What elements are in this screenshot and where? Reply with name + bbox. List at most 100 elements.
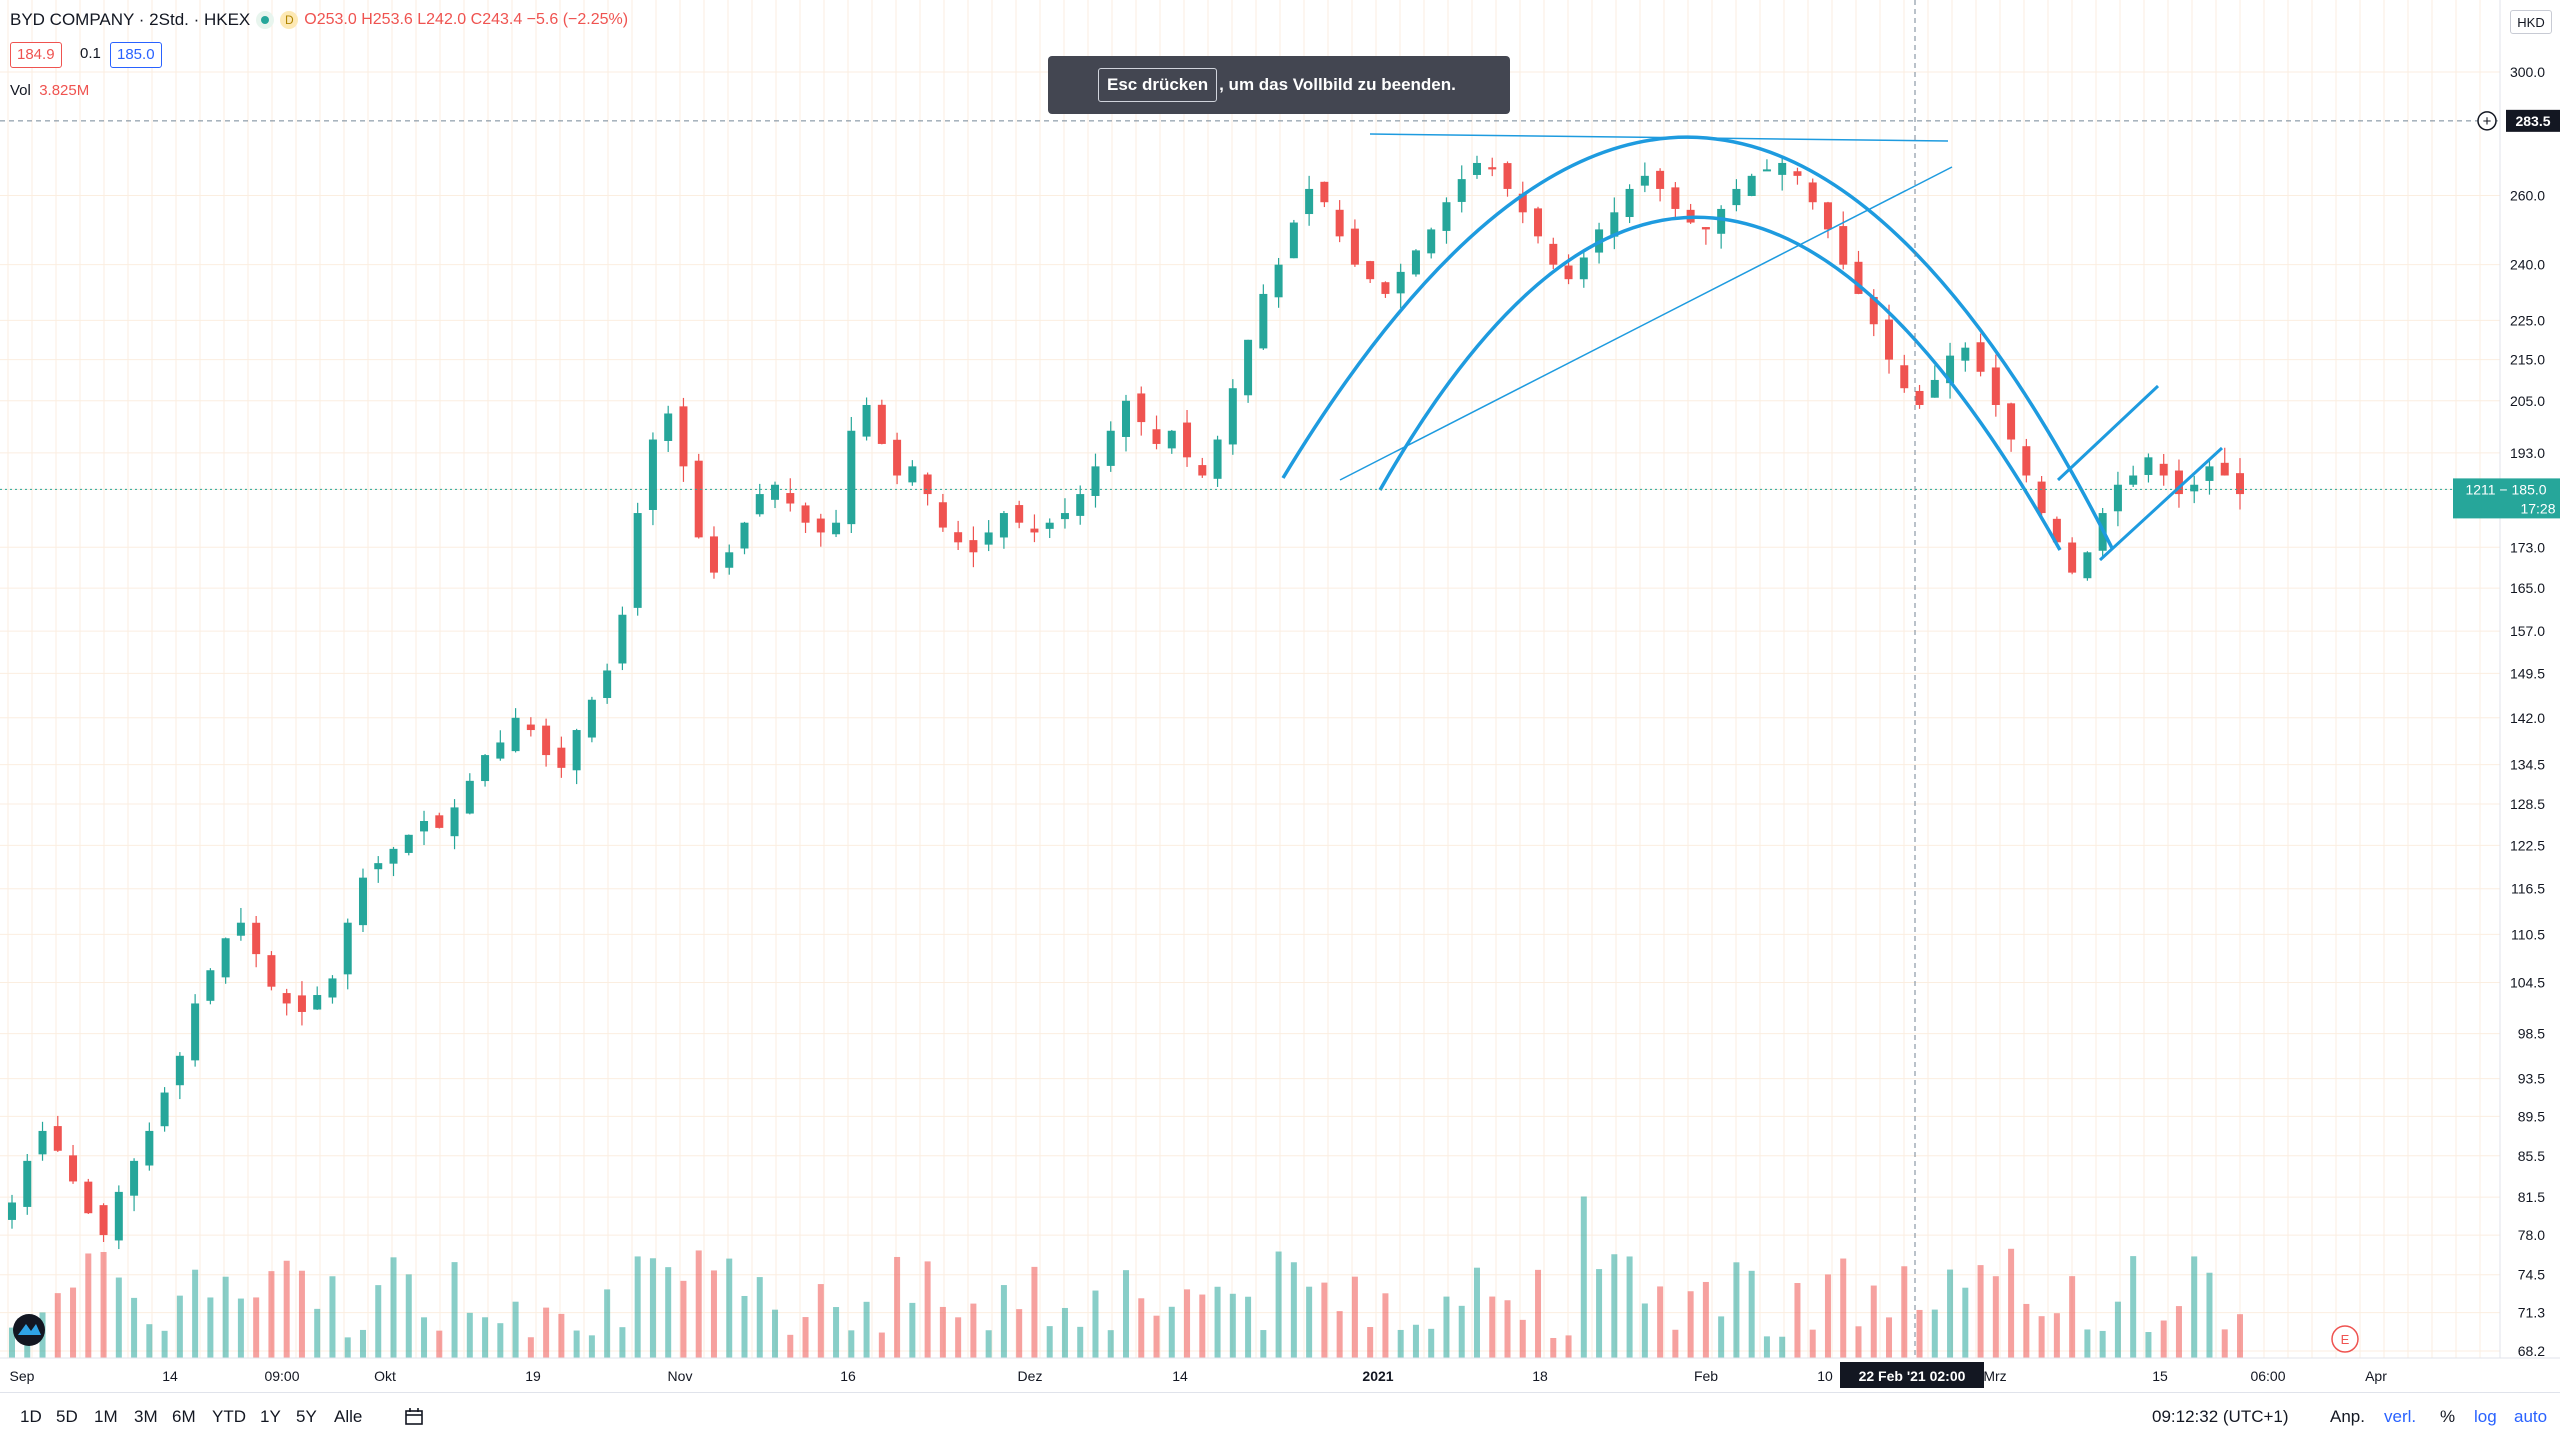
log-toggle[interactable]: log: [2474, 1407, 2497, 1426]
volume-bar: [2206, 1272, 2213, 1358]
earnings-icon-letter[interactable]: E: [2341, 1332, 2350, 1347]
range-3m[interactable]: 3M: [134, 1407, 158, 1426]
range-ytd[interactable]: YTD: [212, 1407, 246, 1426]
interval-badge[interactable]: D: [280, 11, 299, 29]
volume-bar: [1824, 1274, 1831, 1358]
price-tick-label: 104.5: [2510, 975, 2545, 991]
adjust-toggle[interactable]: Anp.: [2330, 1407, 2365, 1426]
goto-date-icon[interactable]: [404, 1407, 426, 1427]
candle-body: [1976, 342, 1985, 372]
volume-bar: [1489, 1296, 1496, 1358]
symbol-title[interactable]: BYD COMPANY · 2Std. · HKEX: [10, 10, 251, 29]
time-tick-label: 09:00: [264, 1368, 299, 1384]
candle-body: [1900, 365, 1909, 389]
candle-body: [923, 474, 932, 495]
toast-text: , um das Vollbild zu beenden.: [1219, 75, 1456, 94]
volume-bar: [1382, 1293, 1389, 1358]
extended-toggle[interactable]: verl.: [2384, 1407, 2417, 1426]
auto-toggle[interactable]: auto: [2514, 1407, 2548, 1426]
arc-drawing-inner[interactable]: [1378, 215, 2062, 551]
volume-bar: [1031, 1266, 1038, 1358]
candle-body: [1244, 339, 1253, 396]
volume-bar: [146, 1324, 153, 1358]
volume-bar: [741, 1295, 748, 1358]
volume-bar: [1092, 1290, 1099, 1358]
volume-bar: [833, 1307, 840, 1358]
candle-body: [1320, 181, 1329, 203]
add-alert-icon[interactable]: [2477, 111, 2497, 131]
price-tick-label: 74.5: [2518, 1267, 2545, 1283]
candle-body: [1335, 209, 1344, 237]
volume-bar: [192, 1269, 199, 1358]
time-tick-label: 14: [162, 1368, 178, 1384]
volume-bar: [2221, 1329, 2228, 1358]
volume-bar: [1367, 1327, 1374, 1358]
volume-bar: [2130, 1256, 2137, 1358]
earnings-icon[interactable]: [2331, 1325, 2359, 1353]
candle-body: [908, 466, 917, 483]
candle-body: [1396, 271, 1405, 294]
price-tick-label: 89.5: [2518, 1108, 2545, 1124]
candle-body: [511, 717, 520, 752]
buy-price-button[interactable]: 185.0: [110, 42, 162, 68]
volume-bar: [1672, 1329, 1679, 1358]
candle-body: [1564, 265, 1573, 280]
volume-bar: [955, 1317, 962, 1358]
volume-bar: [604, 1289, 611, 1358]
sell-price-button[interactable]: 184.9: [10, 42, 62, 68]
market-status-icon[interactable]: [256, 11, 275, 29]
volume-bar: [1550, 1337, 1557, 1358]
candle-body: [603, 670, 612, 699]
volume-bar: [161, 1330, 168, 1358]
resistance-line[interactable]: [1369, 133, 1949, 142]
range-1d[interactable]: 1D: [20, 1407, 42, 1426]
volume-bar: [1596, 1269, 1603, 1358]
candle-body: [786, 493, 795, 504]
candle-body: [1411, 250, 1420, 275]
candle-body: [1549, 243, 1558, 265]
time-tick-label: Sep: [10, 1368, 35, 1384]
range-5d[interactable]: 5D: [56, 1407, 78, 1426]
support-trendline[interactable]: [1339, 166, 1953, 481]
price-tick-label: 128.5: [2510, 796, 2545, 812]
candle-body: [1274, 264, 1283, 298]
volume-bar: [298, 1270, 305, 1358]
volume-bar: [2145, 1332, 2152, 1358]
clock[interactable]: 09:12:32 (UTC+1): [2152, 1407, 2289, 1426]
candle-body: [847, 430, 856, 525]
candle-body: [542, 725, 551, 756]
candle-body: [1747, 175, 1756, 196]
volume-bar: [939, 1306, 946, 1358]
range-1m[interactable]: 1M: [94, 1407, 118, 1426]
volume-bar: [588, 1335, 595, 1358]
price-tick-label: 225.0: [2510, 312, 2545, 328]
channel-lower-line[interactable]: [2098, 446, 2224, 562]
candle-body: [252, 922, 261, 955]
range-5y[interactable]: 5Y: [296, 1407, 317, 1426]
candle-body: [2037, 481, 2046, 514]
volume-bar: [344, 1337, 351, 1358]
price-tick-label: 68.2: [2518, 1343, 2545, 1359]
candle-body: [1350, 228, 1359, 265]
range-6m[interactable]: 6M: [172, 1407, 196, 1426]
volume-bar: [2084, 1329, 2091, 1358]
range-all[interactable]: Alle: [334, 1407, 363, 1426]
candle-body: [1915, 390, 1924, 405]
currency-button[interactable]: HKD: [2510, 10, 2552, 34]
volume-bar: [970, 1303, 977, 1358]
volume-bar: [131, 1297, 138, 1358]
volume-bar: [1931, 1309, 1938, 1358]
percent-toggle[interactable]: %: [2440, 1407, 2456, 1426]
add-alert-icon-plus[interactable]: +: [2483, 113, 2492, 130]
volume-bar: [1916, 1309, 1923, 1358]
channel-upper-line[interactable]: [2056, 384, 2160, 482]
candle-body: [1762, 169, 1771, 172]
range-1y[interactable]: 1Y: [260, 1407, 281, 1426]
arc-drawing-outer[interactable]: [1281, 135, 2114, 549]
volume-bar: [1306, 1286, 1313, 1358]
time-tick-label: 18: [1532, 1368, 1548, 1384]
candle-body: [1122, 400, 1130, 437]
volume-bar: [1458, 1305, 1465, 1358]
volume-bar: [1199, 1294, 1206, 1358]
